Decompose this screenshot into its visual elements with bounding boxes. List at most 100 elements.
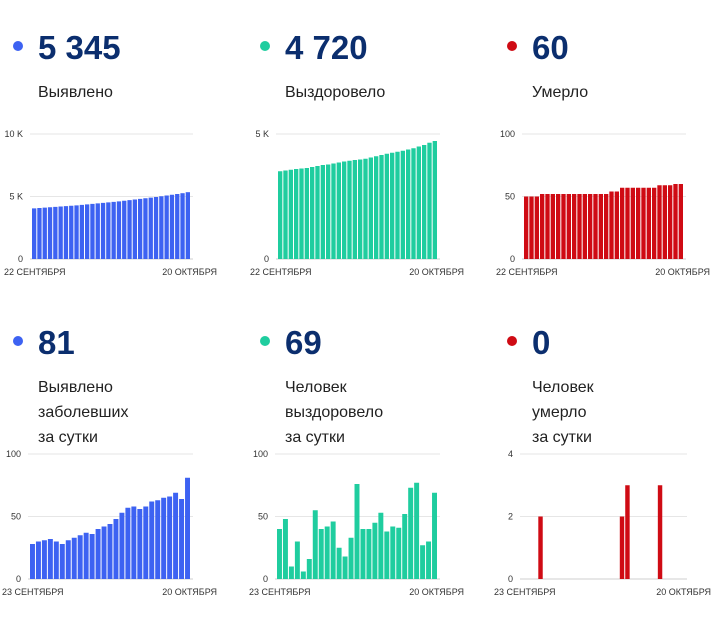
stat-label-line: за сутки [285, 429, 345, 446]
bar [379, 155, 384, 259]
bar [593, 194, 598, 259]
x-start-label: 23 СЕНТЯБРЯ [494, 587, 556, 597]
bar [125, 507, 131, 579]
bar [432, 492, 437, 579]
bar [422, 145, 427, 259]
stat-value: 69 [285, 324, 322, 361]
bar [662, 185, 667, 259]
bar [315, 166, 320, 259]
bar [143, 198, 148, 259]
stat-label-line: Человек выздоровело [285, 379, 384, 421]
bar [69, 205, 74, 259]
bar [331, 163, 336, 259]
y-tick-label: 10 K [4, 129, 23, 139]
bar [657, 485, 663, 579]
bar [153, 197, 159, 259]
x-start-label: 22 СЕНТЯБРЯ [250, 267, 312, 277]
x-end-label: 20 ОКТЯБРЯ [162, 587, 217, 597]
bar [119, 512, 125, 579]
bar [646, 187, 651, 259]
stat-label: Выявлено заболевших за сутки [38, 375, 128, 450]
bar [137, 509, 143, 579]
bar [283, 170, 288, 259]
bar [352, 160, 357, 259]
bar [540, 194, 545, 259]
y-tick-label: 100 [253, 449, 268, 459]
stat-label-line: Выявлено [38, 84, 113, 101]
bar [657, 185, 662, 259]
x-start-label: 22 СЕНТЯБРЯ [496, 267, 558, 277]
bar [390, 526, 396, 579]
bar [609, 191, 614, 259]
bar [47, 207, 53, 259]
bar [416, 146, 421, 259]
green-dot-icon [260, 336, 270, 346]
bar [566, 194, 571, 259]
bar [318, 529, 324, 579]
bar [294, 169, 299, 259]
bar [372, 522, 378, 579]
green-dot-icon [260, 41, 270, 51]
bar [588, 194, 593, 259]
bar [59, 544, 65, 579]
bar [538, 516, 543, 579]
bar [294, 541, 300, 579]
bar [652, 187, 657, 259]
stat-label: Выздоровело [285, 80, 385, 105]
blue-dot-icon [13, 41, 23, 51]
bar [614, 191, 619, 259]
y-tick-label: 0 [264, 254, 269, 264]
bar [402, 514, 408, 579]
bar [306, 559, 312, 579]
bar [37, 208, 42, 259]
bar [90, 203, 95, 260]
bar [427, 142, 432, 259]
bar [111, 201, 116, 260]
bar [101, 526, 107, 579]
bar [406, 149, 411, 259]
bar [625, 187, 630, 259]
bar [668, 185, 673, 259]
bar [148, 197, 153, 260]
y-tick-label: 50 [11, 512, 21, 522]
bar [143, 506, 149, 579]
bar [572, 194, 577, 259]
bar [411, 148, 416, 259]
bar [619, 516, 625, 579]
bar [30, 544, 35, 579]
y-tick-label: 0 [18, 254, 23, 264]
bar [368, 157, 373, 259]
bar [310, 167, 315, 259]
blue-dot-icon [13, 336, 23, 346]
bar [167, 496, 173, 579]
bar [53, 206, 58, 260]
bar [161, 497, 167, 579]
y-tick-label: 5 K [9, 192, 23, 202]
bar [630, 187, 635, 259]
bar [288, 169, 293, 259]
stat-value: 60 [532, 29, 569, 66]
bar [330, 521, 336, 579]
bar [320, 165, 325, 259]
bar [173, 492, 179, 579]
bar [159, 196, 164, 259]
stat-value: 4 720 [285, 29, 368, 66]
bar [556, 194, 561, 259]
stat-value: 5 345 [38, 29, 121, 66]
bar [180, 193, 185, 259]
bar [83, 532, 89, 579]
bar [347, 160, 352, 259]
bar [107, 524, 113, 579]
stat-value: 0 [532, 324, 551, 361]
bar [354, 484, 360, 579]
bar [100, 202, 106, 260]
bar [420, 545, 426, 579]
bar [278, 171, 283, 259]
bar [408, 487, 414, 579]
bar [342, 556, 348, 579]
x-start-label: 23 СЕНТЯБРЯ [2, 587, 64, 597]
stat-label-line: Умерло [532, 84, 589, 101]
bar [155, 500, 161, 579]
